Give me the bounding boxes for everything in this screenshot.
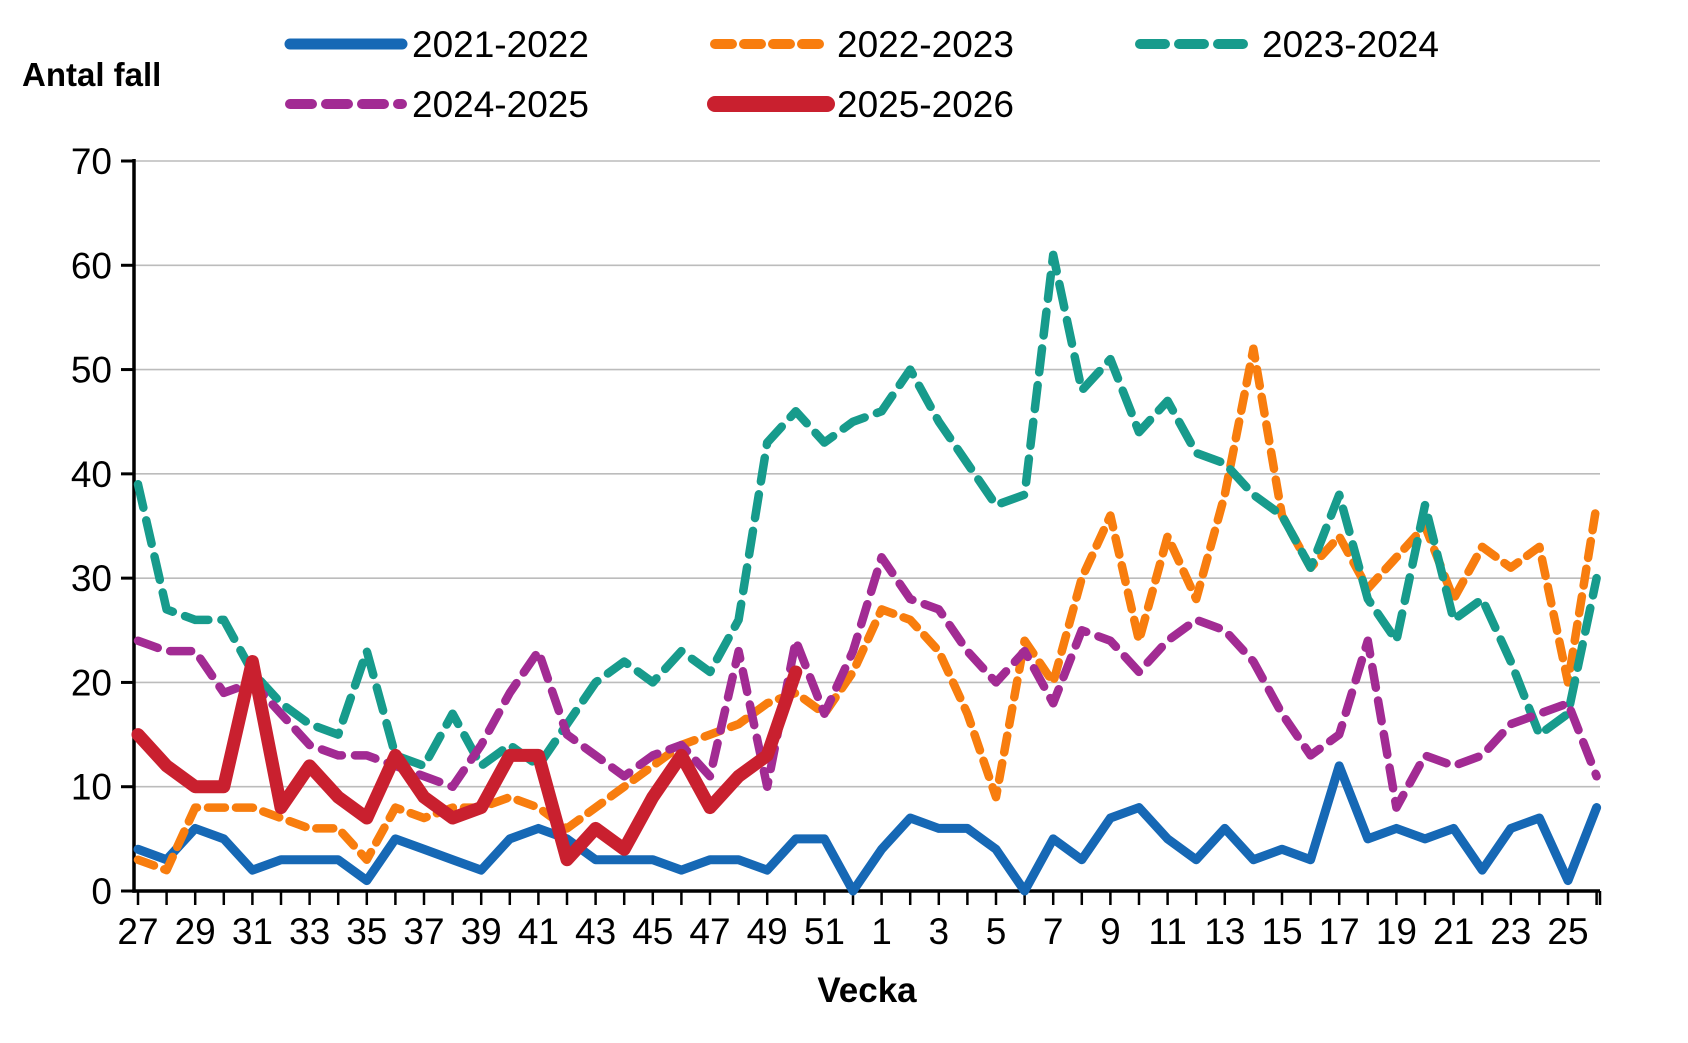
x-tick-label: 9: [1100, 911, 1121, 952]
legend: 2021-2022 2022-2023 2023-2024 2024-2025 …: [284, 24, 1439, 125]
x-tick-label: 39: [461, 911, 502, 952]
y-tick-label: 20: [71, 662, 112, 703]
x-tick-label: 11: [1148, 911, 1186, 952]
x-tick-label: 43: [575, 911, 616, 952]
legend-item-2022-2023: 2022-2023: [710, 24, 1014, 65]
x-tick-label: 29: [175, 911, 216, 952]
x-tick-label: 13: [1204, 911, 1245, 952]
y-tick-label: 70: [71, 141, 112, 182]
y-tick-label: 10: [71, 767, 112, 808]
y-tick-labels: 0 10 20 30 40 50 60 70: [71, 141, 112, 912]
y-tick-label: 40: [71, 454, 112, 495]
x-tick-label: 21: [1433, 911, 1474, 952]
series-line-2025-2026: [131, 655, 803, 867]
x-tick-label: 49: [747, 911, 788, 952]
legend-label: 2024-2025: [412, 84, 589, 125]
x-tick-label: 5: [986, 911, 1007, 952]
legend-item-2021-2022: 2021-2022: [284, 24, 589, 65]
series-line-2024-2025: [133, 553, 1601, 812]
x-tick-label: 47: [689, 911, 730, 952]
series-lines: [131, 250, 1602, 896]
x-tick-label: 25: [1547, 911, 1588, 952]
legend-item-2023-2024: 2023-2024: [1135, 24, 1439, 65]
gridlines: [134, 160, 1600, 788]
legend-label: 2021-2022: [412, 24, 589, 65]
x-tick-label: 3: [929, 911, 950, 952]
legend-item-2025-2026: 2025-2026: [707, 84, 1014, 125]
legend-label: 2022-2023: [837, 24, 1014, 65]
x-tick-label: 15: [1261, 911, 1302, 952]
x-tick-label: 41: [518, 911, 559, 952]
x-tick-label: 17: [1319, 911, 1360, 952]
x-tick-label: 45: [632, 911, 673, 952]
axes: [121, 158, 1602, 905]
x-tick-label: 51: [804, 911, 845, 952]
legend-label: 2023-2024: [1262, 24, 1439, 65]
x-tick-label: 1: [871, 911, 892, 952]
x-tick-label: 35: [346, 911, 387, 952]
x-tick-label: 23: [1490, 911, 1531, 952]
x-tick-label: 27: [117, 911, 158, 952]
x-tick-label: 7: [1043, 911, 1064, 952]
x-axis-title: Vecka: [817, 971, 917, 1010]
y-tick-label: 60: [71, 245, 112, 286]
x-tick-label: 19: [1376, 911, 1417, 952]
x-tick-label: 33: [289, 911, 330, 952]
x-tick-label: 37: [403, 911, 444, 952]
series-line-2021-2022: [133, 761, 1602, 896]
y-tick-label: 50: [71, 350, 112, 391]
chart-title: Antal fall: [22, 56, 161, 93]
x-tick-labels: 27 29 31 33 35 37 39 41 43 45 47 49 51 1 3 5 7 9 11 13 15 17 1…: [117, 911, 1588, 952]
y-tick-label: 0: [91, 871, 112, 912]
legend-item-2024-2025: 2024-2025: [285, 84, 589, 125]
legend-label: 2025-2026: [837, 84, 1014, 125]
series-line-2023-2024: [133, 250, 1601, 771]
x-tick-label: 31: [232, 911, 273, 952]
y-tick-label: 30: [71, 558, 112, 599]
